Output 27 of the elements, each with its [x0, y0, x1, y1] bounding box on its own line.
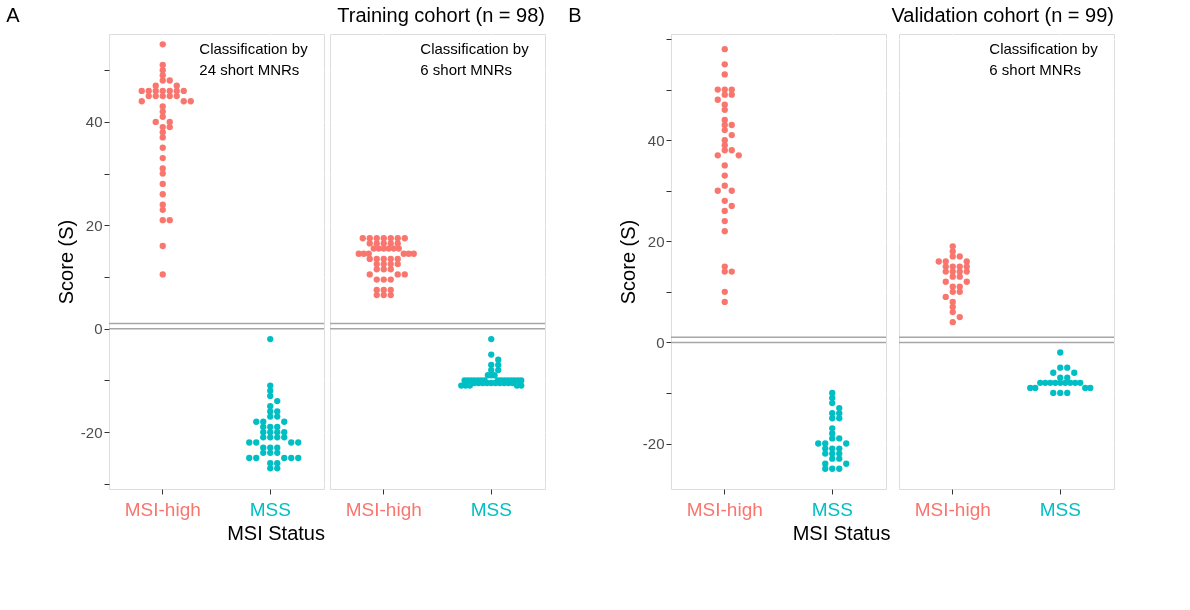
x-axis-title: MSI Status	[227, 521, 325, 544]
y-tick-label: 0	[656, 333, 665, 351]
annotation: Classification by 6 short MNRs	[420, 40, 530, 78]
x-tick-label: MSS	[470, 498, 512, 520]
y-tick-label: 20	[647, 232, 665, 250]
x-tick-label: MSS	[811, 498, 853, 520]
chart-title: Training cohort (n = 98)	[337, 4, 545, 26]
chart-title: Validation cohort (n = 99)	[891, 4, 1114, 26]
x-tick-label: MSS	[249, 498, 291, 520]
annotation: Classification by 24 short MNRs	[199, 40, 309, 78]
y-tick-label: 40	[647, 131, 665, 149]
y-tick-label: 20	[85, 216, 103, 234]
chart-title: B	[568, 4, 582, 26]
x-tick-label: MSI-high	[686, 498, 763, 520]
y-tick-label: 40	[85, 113, 103, 131]
x-tick-label: MSI-high	[345, 498, 422, 520]
annotation: Classification by 6 short MNRs	[989, 40, 1099, 78]
chart-title: A	[6, 4, 21, 26]
x-axis-title: MSI Status	[792, 521, 891, 544]
x-tick-label: MSS	[1039, 498, 1081, 520]
y-axis-title: Score (S)	[54, 219, 77, 305]
y-tick-label: 0	[94, 320, 103, 338]
x-tick-label: MSI-high	[124, 498, 201, 520]
y-axis-title: Score (S)	[616, 219, 639, 305]
y-tick-label: -20	[642, 435, 665, 452]
y-tick-label: -20	[80, 423, 103, 441]
x-tick-label: MSI-high	[914, 498, 991, 520]
